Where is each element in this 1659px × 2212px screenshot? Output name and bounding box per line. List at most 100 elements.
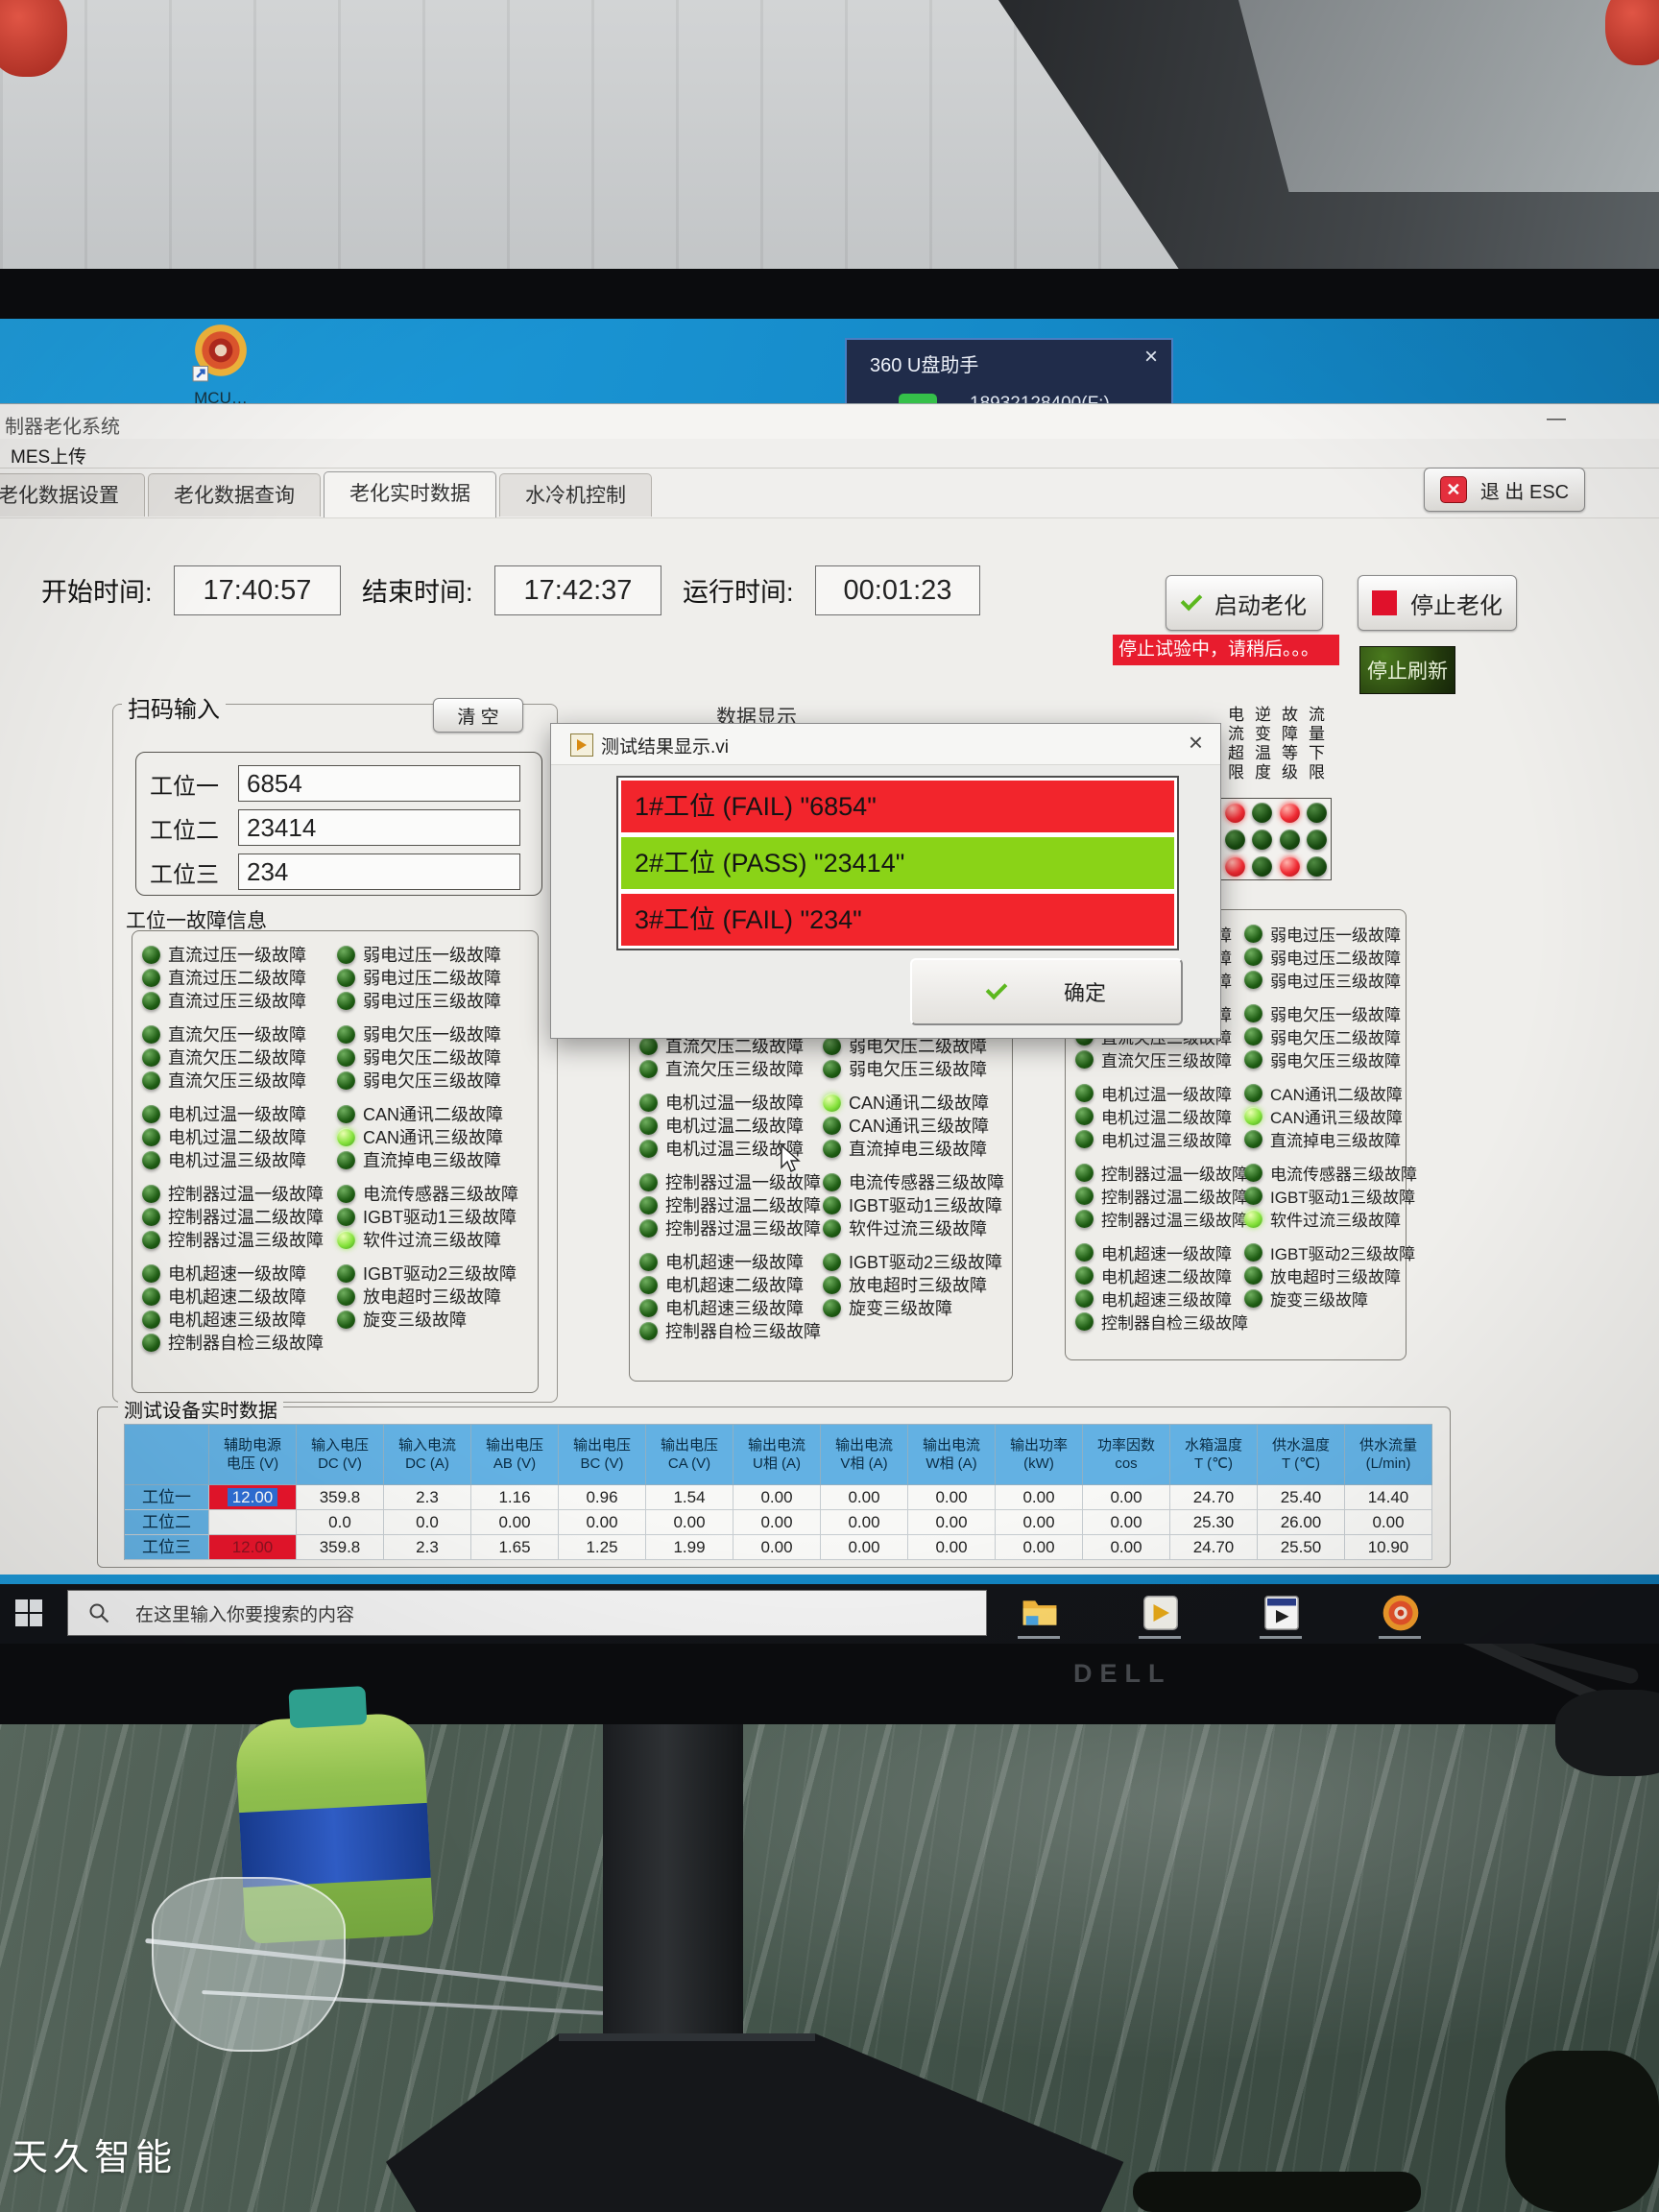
file-explorer-icon[interactable] bbox=[1020, 1594, 1060, 1632]
station-label: 工位二 bbox=[150, 817, 219, 844]
fault-row: 旋变三级故障 bbox=[823, 1296, 1006, 1319]
fault-led-icon bbox=[1075, 1049, 1094, 1069]
tab-1[interactable]: 老化数据设置 bbox=[0, 473, 145, 517]
menu-item-mes-upload[interactable]: MES上传 bbox=[11, 447, 87, 468]
fault-led-icon bbox=[639, 1298, 658, 1317]
station-label: 工位一 bbox=[150, 773, 219, 800]
fault-label: 弱电过压二级故障 bbox=[1270, 949, 1401, 968]
desktop-shortcut[interactable]: MCU… bbox=[144, 323, 298, 408]
tab-bar: 老化数据设置 老化数据查询 老化实时数据 水冷机控制 bbox=[0, 471, 655, 518]
stop-aging-button[interactable]: 停止老化 bbox=[1358, 575, 1517, 631]
header-line2: cos bbox=[1115, 1455, 1138, 1472]
tab-2[interactable]: 老化数据查询 bbox=[148, 473, 321, 517]
fault-label: 电机超速一级故障 bbox=[1101, 1244, 1232, 1263]
start-aging-button[interactable]: 启动老化 bbox=[1166, 575, 1323, 631]
fault-label: 旋变三级故障 bbox=[1270, 1290, 1368, 1310]
fault-row: 弱电欠压二级故障 bbox=[337, 1046, 532, 1069]
tab-3[interactable]: 老化实时数据 bbox=[324, 471, 496, 518]
fault-led-icon bbox=[142, 1127, 160, 1146]
360-safety-icon[interactable] bbox=[1381, 1594, 1421, 1632]
red-object-right bbox=[1605, 0, 1659, 65]
fault-row: 直流欠压二级故障 bbox=[142, 1046, 337, 1069]
status-led-icon bbox=[1224, 829, 1245, 850]
plastic-cup bbox=[152, 1877, 346, 2052]
start-menu-icon[interactable] bbox=[15, 1599, 42, 1626]
fault-led-icon bbox=[639, 1252, 658, 1271]
fault-led-icon bbox=[337, 1104, 355, 1123]
bottle-cap bbox=[288, 1686, 368, 1729]
result-row: 1#工位 (FAIL) "6854" bbox=[621, 781, 1174, 832]
fault-row: 直流掉电三级故障 bbox=[823, 1137, 1006, 1160]
fault-row: 电机超速三级故障 bbox=[142, 1308, 337, 1331]
labview-icon[interactable] bbox=[1141, 1594, 1181, 1632]
scan-row: 工位二 23414 bbox=[150, 808, 520, 847]
stop-refresh-button[interactable]: 停止刷新 bbox=[1359, 646, 1455, 694]
fault-label: 控制器自检三级故障 bbox=[1101, 1313, 1248, 1333]
screen: MCU… 360 U盘助手 × 18932128400(F:) 制器老化系统 —… bbox=[0, 319, 1659, 1644]
scan-input-field[interactable]: 6854 bbox=[238, 765, 520, 802]
table-cell: 0.00 bbox=[1083, 1485, 1170, 1510]
table-header-cell: 输出电流 V相 (A) bbox=[821, 1425, 908, 1485]
search-placeholder: 在这里输入你要搜索的内容 bbox=[135, 1604, 355, 1625]
labview-vi-taskbar-icon[interactable] bbox=[1262, 1594, 1302, 1632]
minimize-icon[interactable]: — bbox=[1547, 408, 1566, 429]
ok-button[interactable]: 确定 bbox=[910, 958, 1183, 1025]
table-cell: 1.99 bbox=[646, 1535, 733, 1560]
fault-label: CAN通讯二级故障 bbox=[849, 1094, 990, 1113]
header-line2: 电压 (V) bbox=[226, 1455, 279, 1472]
fault-column: 弱电过压一级故障弱电过压二级故障弱电过压三级故障弱电欠压一级故障弱电欠压二级故障… bbox=[337, 943, 532, 1386]
fault-label: 电机过温一级故障 bbox=[665, 1094, 804, 1113]
fault-row: CAN通讯三级故障 bbox=[1244, 1104, 1413, 1127]
fault-label: 弱电欠压三级故障 bbox=[849, 1060, 987, 1079]
table-cell: 12.00 bbox=[209, 1485, 297, 1510]
table-cell: 12.00 bbox=[209, 1535, 297, 1560]
fault-led-icon bbox=[1075, 1083, 1094, 1102]
fault-row: 直流掉电三级故障 bbox=[337, 1148, 532, 1171]
status-led-column-label: 逆变温度 bbox=[1252, 706, 1270, 782]
dialog-close-icon[interactable]: × bbox=[1188, 728, 1203, 757]
fault-label: IGBT驱动2三级故障 bbox=[849, 1253, 1003, 1272]
watermark: 天久智能 bbox=[12, 2138, 178, 2178]
fault-label: 电机超速三级故障 bbox=[168, 1310, 306, 1330]
table-cell: 0.00 bbox=[821, 1535, 908, 1560]
table-cell: 0.00 bbox=[1345, 1510, 1432, 1535]
start-time-value: 17:40:57 bbox=[174, 565, 341, 615]
exit-button[interactable]: ✕ 退 出 ESC bbox=[1424, 468, 1585, 512]
status-led-icon bbox=[1307, 802, 1328, 823]
fault-led-icon bbox=[1244, 1129, 1262, 1148]
fault-row: 软件过流三级故障 bbox=[1244, 1207, 1413, 1230]
header-line1: 输出电压 bbox=[485, 1436, 543, 1454]
taskbar-search-input[interactable]: 在这里输入你要搜索的内容 bbox=[67, 1590, 987, 1636]
header-line2: BC (V) bbox=[580, 1455, 624, 1472]
fault-label: 直流欠压二级故障 bbox=[665, 1037, 804, 1056]
start-aging-label: 启动老化 bbox=[1214, 592, 1307, 619]
fault-row: 电机超速二级故障 bbox=[142, 1285, 337, 1308]
status-led-column-label: 电流超限 bbox=[1225, 706, 1243, 782]
fault-led-icon bbox=[337, 1207, 355, 1226]
status-led-icon bbox=[1279, 829, 1300, 850]
fault-row: 直流欠压三级故障 bbox=[142, 1069, 337, 1092]
header-line2: T (℃) bbox=[1194, 1455, 1233, 1472]
fault-row: 弱电欠压一级故障 bbox=[337, 1022, 532, 1046]
bottle-label bbox=[239, 1802, 431, 1888]
status-led-icon bbox=[1252, 829, 1273, 850]
toast-close-icon[interactable]: × bbox=[1143, 344, 1158, 370]
fault-led-icon bbox=[142, 1070, 160, 1090]
fault-label: 放电超时三级故障 bbox=[1270, 1267, 1401, 1286]
clear-button[interactable]: 清 空 bbox=[433, 698, 523, 733]
fault-row: 放电超时三级故障 bbox=[823, 1273, 1006, 1296]
fault-row: 控制器自检三级故障 bbox=[639, 1319, 823, 1342]
scan-input-field[interactable]: 234 bbox=[238, 854, 520, 890]
fault-label: CAN通讯二级故障 bbox=[363, 1105, 504, 1124]
header-line1: 输出电压 bbox=[572, 1436, 631, 1454]
scan-input-field[interactable]: 23414 bbox=[238, 809, 520, 846]
table-cell: 0.96 bbox=[559, 1485, 646, 1510]
tab-4[interactable]: 水冷机控制 bbox=[499, 473, 652, 517]
fault-led-icon bbox=[823, 1218, 841, 1238]
fault-led-icon bbox=[1244, 1003, 1262, 1022]
fault-label: 电机过温一级故障 bbox=[1101, 1085, 1232, 1104]
table-header-cell: 输入电压 DC (V) bbox=[297, 1425, 384, 1485]
labview-vi-icon bbox=[570, 733, 593, 757]
fault-row: 直流掉电三级故障 bbox=[1244, 1127, 1413, 1150]
fault-label: 放电超时三级故障 bbox=[849, 1276, 987, 1295]
